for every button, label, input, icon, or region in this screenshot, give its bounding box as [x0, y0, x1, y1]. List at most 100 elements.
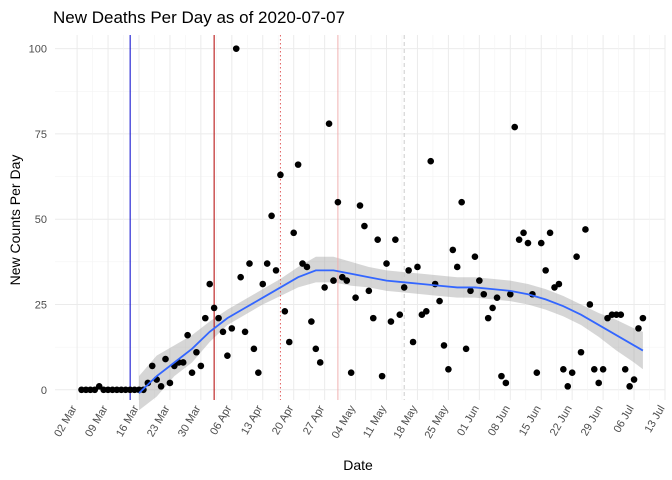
x-tick-label: 30 Mar — [176, 403, 204, 439]
data-point — [321, 284, 328, 291]
data-point — [471, 253, 479, 261]
data-point — [241, 328, 249, 336]
y-axis-title: New Counts Per Day — [7, 155, 23, 286]
data-point — [193, 348, 200, 356]
data-point — [480, 290, 488, 298]
y-tick-label: 25 — [35, 299, 47, 311]
x-tick-label: 25 May — [423, 403, 452, 441]
x-tick-label: 11 May — [361, 403, 389, 440]
data-point — [219, 328, 227, 336]
data-point — [263, 260, 271, 267]
y-tick-label: 100 — [29, 44, 47, 56]
data-point — [294, 161, 302, 168]
data-point — [255, 369, 262, 377]
data-point — [308, 318, 315, 325]
data-point — [232, 45, 240, 52]
data-point — [197, 362, 205, 370]
data-point — [206, 280, 214, 288]
data-point — [259, 280, 267, 288]
data-point — [365, 287, 373, 295]
data-point — [564, 383, 572, 390]
data-point — [405, 267, 412, 274]
data-point — [228, 325, 236, 332]
data-point — [188, 369, 196, 377]
data-point — [184, 331, 191, 339]
data-point — [621, 365, 629, 373]
x-tick-label: 08 Jun — [486, 404, 513, 439]
data-point — [546, 229, 554, 237]
data-point — [639, 314, 647, 322]
chart-title: New Deaths Per Day as of 2020-07-07 — [53, 8, 345, 27]
x-tick-label: 16 Mar — [114, 403, 142, 439]
x-tick-label: 13 Jul — [643, 404, 668, 435]
data-point — [436, 297, 443, 305]
data-point — [347, 369, 355, 377]
data-point — [515, 236, 523, 243]
data-point — [400, 284, 408, 291]
x-tick-label: 09 Mar — [83, 403, 111, 439]
x-tick-label: 01 Jun — [455, 404, 482, 439]
data-point — [268, 212, 275, 220]
data-point — [396, 311, 404, 319]
data-point — [148, 362, 156, 370]
data-point — [285, 338, 293, 346]
data-point — [325, 120, 333, 127]
data-point — [586, 301, 594, 308]
data-points — [78, 45, 647, 394]
data-point — [573, 253, 580, 261]
x-tick-label: 18 May — [392, 403, 421, 441]
data-point — [462, 345, 470, 353]
smooth-line — [138, 269, 644, 394]
data-point — [352, 294, 359, 301]
data-point — [542, 267, 549, 274]
data-point — [334, 198, 342, 206]
data-point — [246, 260, 253, 267]
x-tick-label: 27 Apr — [301, 403, 327, 437]
data-point — [555, 280, 563, 288]
data-point — [595, 379, 602, 387]
loess-curve — [138, 269, 644, 394]
data-point — [582, 226, 589, 233]
data-point — [498, 372, 505, 380]
data-point — [590, 365, 598, 373]
data-point — [272, 267, 280, 274]
data-point — [369, 314, 377, 322]
data-point — [524, 239, 532, 247]
data-point — [502, 379, 510, 387]
x-tick-label: 04 May — [330, 403, 359, 441]
data-point — [617, 311, 625, 319]
data-point — [489, 304, 496, 312]
data-point — [560, 365, 567, 373]
x-axis: 02 Mar 09 Mar 16 Mar 23 Mar 30 Mar 06 Apr 13 A… — [52, 403, 667, 441]
data-point — [330, 277, 337, 284]
data-point — [506, 290, 514, 298]
y-tick-label: 75 — [35, 129, 47, 141]
x-tick-label: 15 Jun — [517, 404, 544, 439]
data-point — [440, 342, 448, 349]
data-point — [356, 202, 364, 209]
data-point — [162, 355, 169, 363]
data-point — [312, 345, 320, 353]
x-tick-label: 06 Jul — [612, 404, 637, 435]
data-point — [290, 229, 297, 237]
x-tick-label: 23 Mar — [145, 403, 173, 439]
data-point — [144, 379, 152, 387]
data-point — [599, 365, 607, 373]
data-point — [281, 308, 289, 315]
data-point — [316, 359, 324, 366]
data-point — [414, 263, 421, 271]
data-point — [533, 369, 541, 377]
smooth-band — [138, 256, 643, 411]
data-point — [467, 287, 474, 295]
data-point — [224, 352, 231, 359]
data-point — [303, 263, 311, 271]
data-point — [630, 376, 638, 383]
x-tick-label: 06 Apr — [208, 403, 234, 437]
data-point — [409, 338, 417, 346]
data-point — [387, 318, 395, 325]
data-point — [484, 314, 492, 322]
data-point — [215, 314, 222, 322]
confidence-band — [138, 256, 643, 411]
data-point — [237, 273, 244, 281]
